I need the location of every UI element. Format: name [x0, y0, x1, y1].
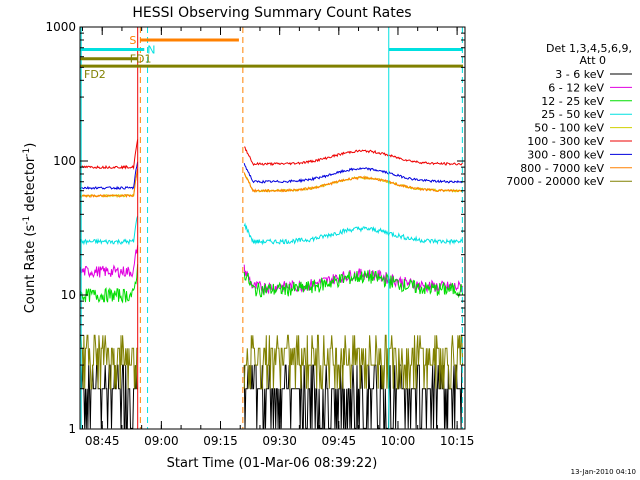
y-axis-label: Count Rate (s-1 detector-1) — [22, 143, 38, 314]
vline-layer — [80, 27, 463, 429]
y-axis-label-main: Count Rate (s — [23, 225, 38, 314]
flag-label: N — [147, 43, 155, 56]
x-tick-label: 09:45 — [322, 434, 357, 448]
series-line — [244, 146, 463, 167]
x-tick-label: 08:45 — [85, 434, 120, 448]
series-line — [243, 270, 464, 299]
x-axis: 08:45 09:00 09:15 09:30 09:45 10:00 10:15 — [81, 27, 475, 448]
series-line — [79, 168, 139, 198]
series-line — [243, 222, 464, 246]
legend-att: Att 0 — [580, 54, 606, 67]
y-axis-label-sup2: -1 — [22, 148, 32, 157]
legend-label: 6 - 12 keV — [548, 81, 604, 94]
plot-frame — [79, 26, 466, 430]
legend-label: 100 - 300 keV — [527, 135, 604, 148]
y-tick-label: 100 — [53, 154, 76, 168]
flag-label: S — [129, 34, 136, 47]
y-axis-label-mid: detector — [23, 156, 38, 216]
y-axis-label-end: ) — [23, 143, 38, 148]
series-line — [243, 172, 463, 193]
x-tick-label: 10:15 — [440, 434, 475, 448]
series-line — [79, 245, 139, 279]
y-tick-label: 1 — [68, 422, 76, 436]
legend-label: 25 - 50 keV — [541, 108, 604, 121]
x-tick-label: 09:15 — [203, 434, 238, 448]
series-line — [79, 169, 139, 199]
legend-label: 3 - 6 keV — [555, 68, 604, 81]
legend-label: 800 - 7000 keV — [520, 162, 604, 175]
y-axis: 1 10 100 1000 — [45, 20, 465, 436]
series-line — [80, 334, 138, 390]
x-tick-label: 10:00 — [381, 434, 416, 448]
y-tick-label: 10 — [61, 288, 76, 302]
series-line — [80, 161, 139, 190]
data-layer — [79, 139, 464, 429]
chart-title: HESSI Observing Summary Count Rates — [132, 5, 411, 21]
footer-date: 13-Jan-2010 04:10 — [571, 468, 636, 476]
legend-label: 300 - 800 keV — [527, 148, 604, 161]
series-line — [80, 364, 138, 429]
legend-title: Det 1,3,4,5,6,9, — [546, 42, 632, 55]
legend-label: 12 - 25 keV — [541, 95, 604, 108]
series-line — [80, 139, 139, 170]
series-line — [243, 163, 464, 184]
series-line — [243, 334, 464, 390]
flag-label: FD1 — [130, 53, 152, 66]
series-line — [79, 215, 139, 246]
y-axis-label-sup1: -1 — [22, 216, 32, 225]
flag-label: FD2 — [84, 68, 106, 81]
legend-label: 7000 - 20000 keV — [506, 175, 604, 188]
series-line — [79, 264, 139, 304]
y-tick-label: 1000 — [45, 20, 76, 34]
x-tick-label: 09:30 — [262, 434, 297, 448]
x-axis-label: Start Time (01-Mar-06 08:39:22) — [167, 456, 378, 471]
legend-label: 50 - 100 keV — [534, 122, 604, 135]
series-line — [243, 364, 463, 429]
x-tick-label: 09:00 — [144, 434, 179, 448]
